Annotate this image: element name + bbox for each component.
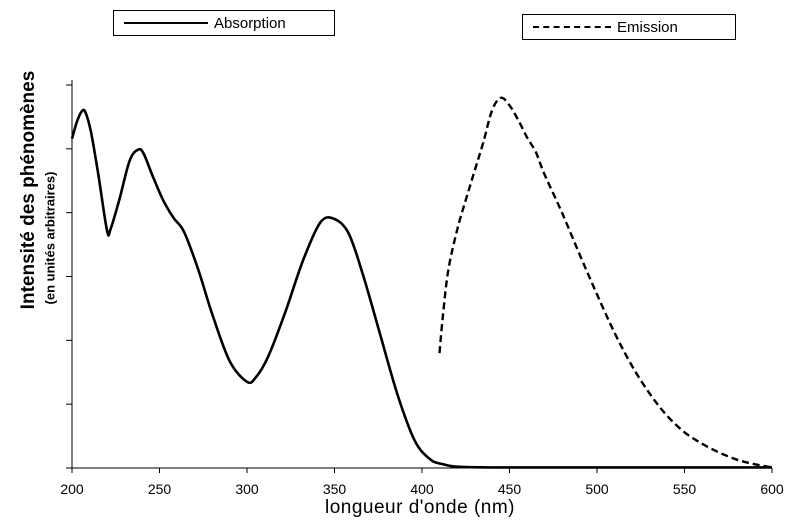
legend-absorption-label: Absorption	[214, 14, 286, 32]
x-tick-label: 400	[410, 481, 434, 497]
x-tick-label: 200	[60, 481, 84, 497]
legend-emission-label: Emission	[617, 18, 678, 36]
legend-absorption-swatch	[124, 22, 208, 24]
x-tick-label: 250	[148, 481, 172, 497]
x-tick-label: 500	[585, 481, 609, 497]
y-axis-sublabel: (en unités arbitraires)	[42, 171, 58, 305]
legend-absorption: Absorption	[113, 10, 335, 36]
series-absorption-line	[70, 108, 772, 469]
x-tick-label: 600	[760, 481, 784, 497]
x-tick-label: 300	[235, 481, 259, 497]
x-axis-label: longueur d'onde (nm)	[324, 497, 516, 518]
y-axis-ticks	[66, 84, 72, 469]
series-layer	[70, 96, 773, 469]
x-tick-label: 350	[323, 481, 347, 497]
legend-emission: Emission	[522, 14, 736, 40]
x-axis-ticks: 200 250 300 350 400 450 500 550 600	[60, 468, 784, 497]
x-tick-label: 450	[498, 481, 522, 497]
y-axis-label: Intensité des phénomènes	[18, 70, 39, 310]
axes	[71, 80, 772, 469]
x-tick-label: 550	[673, 481, 697, 497]
series-emission-line	[438, 96, 773, 469]
legend-emission-swatch	[533, 26, 611, 28]
